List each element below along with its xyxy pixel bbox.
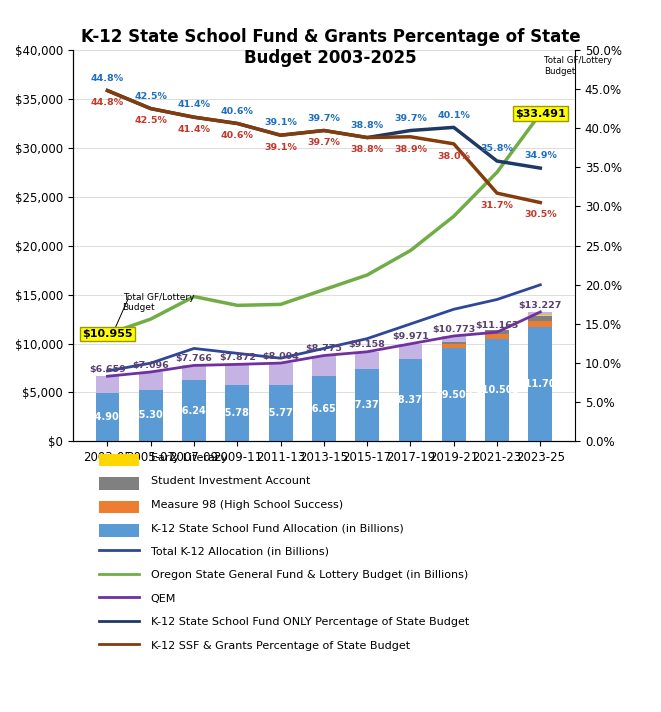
Text: 39.1%: 39.1%	[264, 118, 297, 127]
Text: $10.773: $10.773	[432, 325, 475, 333]
Text: $10.503: $10.503	[475, 385, 519, 395]
Text: $6.248: $6.248	[175, 406, 213, 416]
Text: $8.775: $8.775	[305, 344, 342, 353]
Bar	[269, 363, 293, 441]
Text: $11.702: $11.702	[518, 379, 563, 389]
Text: 38.8%: 38.8%	[350, 121, 384, 130]
Bar	[399, 344, 422, 441]
Text: $8.004: $8.004	[262, 352, 299, 361]
Text: QEM: QEM	[151, 594, 176, 604]
Bar	[528, 315, 552, 316]
Bar	[182, 365, 206, 441]
Text: K-12 State School Fund ONLY Percentage of State Budget: K-12 State School Fund ONLY Percentage o…	[151, 617, 469, 627]
Text: $10.955: $10.955	[82, 329, 133, 339]
Text: Total GF/Lottery
Budget: Total GF/Lottery Budget	[544, 56, 612, 75]
Text: $7.872: $7.872	[219, 353, 256, 362]
Bar	[442, 336, 465, 441]
Text: Total K-12 Allocation (in Billions): Total K-12 Allocation (in Billions)	[151, 547, 329, 557]
Text: $11.163: $11.163	[475, 320, 519, 330]
Text: Early Literacy: Early Literacy	[151, 453, 227, 463]
Bar	[442, 345, 465, 348]
Bar	[442, 342, 465, 345]
Text: K-12 SSF & Grants Percentage of State Budget: K-12 SSF & Grants Percentage of State Bu…	[151, 641, 410, 651]
Text: Total GF/Lottery
Budget: Total GF/Lottery Budget	[122, 293, 194, 312]
Text: $13.227: $13.227	[519, 300, 562, 310]
Text: $5.776: $5.776	[262, 408, 299, 418]
Bar	[312, 377, 336, 441]
Text: 34.9%: 34.9%	[524, 151, 557, 160]
Text: $6.654: $6.654	[305, 404, 342, 414]
Text: 44.8%: 44.8%	[91, 98, 124, 108]
Text: $5.783: $5.783	[219, 408, 256, 418]
Text: Student Investment Account: Student Investment Account	[151, 476, 310, 486]
Bar	[355, 352, 379, 441]
Text: $4.905: $4.905	[89, 412, 126, 422]
Text: Measure 98 (High School Success): Measure 98 (High School Success)	[151, 500, 343, 510]
Bar	[485, 339, 509, 441]
Text: $7.096: $7.096	[132, 360, 169, 370]
Text: 40.6%: 40.6%	[221, 107, 254, 115]
Text: 31.7%: 31.7%	[481, 201, 514, 210]
Text: 38.0%: 38.0%	[438, 152, 470, 161]
Text: 30.5%: 30.5%	[524, 211, 557, 219]
Text: $9.158: $9.158	[349, 340, 385, 350]
Text: 39.7%: 39.7%	[307, 138, 340, 147]
Text: $33.491: $33.491	[515, 108, 566, 119]
Text: K-12 State School Fund Allocation (in Billions): K-12 State School Fund Allocation (in Bi…	[151, 523, 403, 533]
Bar	[269, 385, 293, 441]
Text: $7.376: $7.376	[348, 400, 386, 410]
Text: 38.8%: 38.8%	[350, 145, 384, 155]
Bar	[312, 355, 336, 441]
Bar	[442, 348, 465, 441]
Text: 42.5%: 42.5%	[134, 92, 167, 100]
Text: $5.305: $5.305	[132, 411, 169, 421]
Text: 40.1%: 40.1%	[438, 110, 470, 120]
Text: 35.8%: 35.8%	[481, 145, 514, 153]
Text: 42.5%: 42.5%	[134, 116, 167, 125]
Bar	[225, 365, 249, 441]
Bar	[528, 316, 552, 321]
Bar	[528, 327, 552, 441]
Text: 41.4%: 41.4%	[178, 100, 210, 110]
Text: $6.659: $6.659	[89, 365, 126, 374]
Bar	[225, 384, 249, 441]
Text: K-12 State School Fund & Grants Percentage of State
Budget 2003-2025: K-12 State School Fund & Grants Percenta…	[81, 28, 580, 67]
Bar	[485, 334, 509, 339]
Bar	[96, 394, 120, 441]
Bar	[528, 321, 552, 327]
Text: 40.6%: 40.6%	[221, 131, 254, 140]
Text: 39.1%: 39.1%	[264, 143, 297, 152]
Text: 44.8%: 44.8%	[91, 74, 124, 83]
Text: $8.374: $8.374	[392, 395, 429, 405]
Text: $9.971: $9.971	[392, 333, 429, 341]
Text: 39.7%: 39.7%	[307, 114, 340, 122]
Text: 38.9%: 38.9%	[394, 145, 427, 154]
Bar	[139, 372, 163, 441]
Bar	[182, 380, 206, 441]
Bar	[485, 333, 509, 441]
Bar	[355, 370, 379, 441]
Text: $7.766: $7.766	[176, 354, 212, 363]
Text: $9.503: $9.503	[435, 390, 473, 400]
Text: 39.7%: 39.7%	[394, 114, 427, 122]
Text: 41.4%: 41.4%	[178, 125, 210, 134]
Bar	[139, 389, 163, 441]
Bar	[528, 312, 552, 441]
Text: Oregon State General Fund & Lottery Budget (in Billions): Oregon State General Fund & Lottery Budg…	[151, 570, 468, 580]
Bar	[399, 360, 422, 441]
Bar	[96, 376, 120, 441]
Bar	[485, 330, 509, 334]
